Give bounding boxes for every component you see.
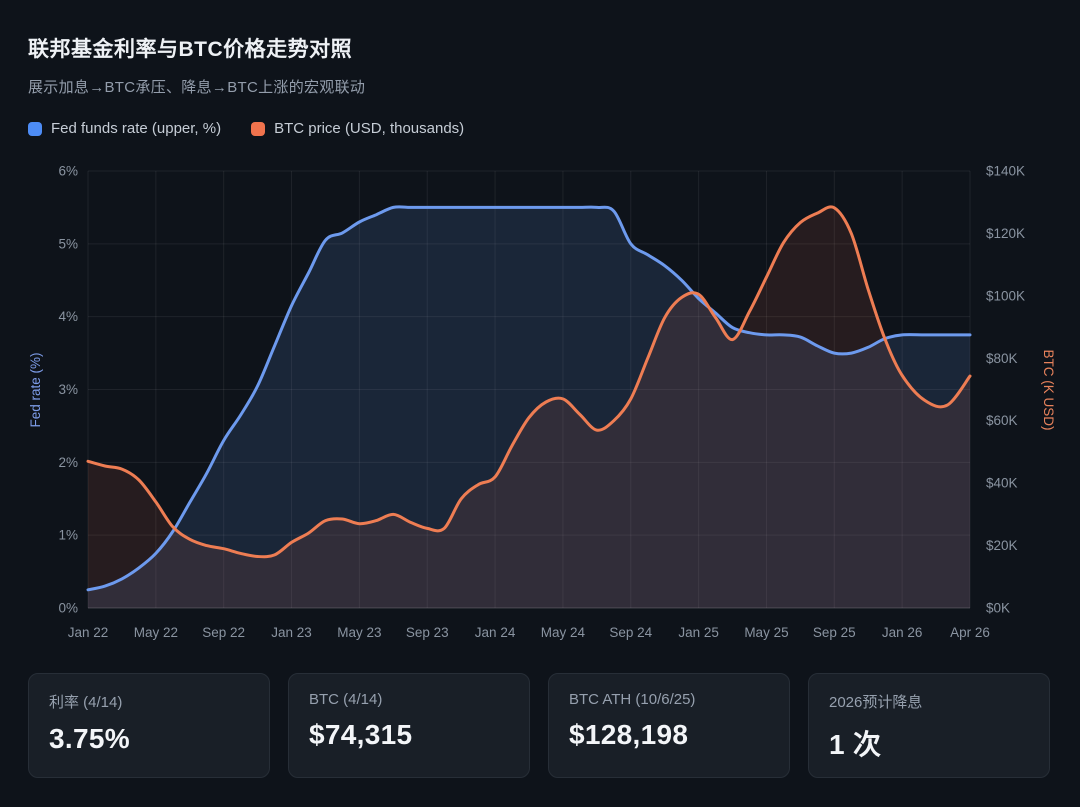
left-axis-title: Fed rate (%) bbox=[28, 352, 43, 427]
x-axis-tick: Jan 25 bbox=[678, 625, 719, 640]
btc-price-line bbox=[86, 205, 972, 559]
x-axis-tick: Sep 22 bbox=[202, 625, 245, 640]
btc-price-swatch-icon bbox=[251, 121, 266, 136]
legend-label-btc-price: BTC price (USD, thousands) bbox=[274, 120, 465, 137]
right-axis-tick: $40K bbox=[986, 476, 1018, 491]
page-subtitle: 展示加息→BTC承压、降息→BTC上涨的宏观联动 bbox=[28, 79, 366, 96]
stat-card-btc: BTC (4/14) $74,315 bbox=[288, 673, 530, 778]
stat-cards: 利率 (4/14) 3.75% BTC (4/14) $74,315 BTC A… bbox=[28, 673, 1050, 778]
left-axis-tick: 1% bbox=[58, 528, 78, 543]
stat-card-label: BTC ATH (10/6/25) bbox=[569, 691, 696, 708]
stat-card-value: $74,315 bbox=[309, 719, 413, 750]
stat-card-value: $128,198 bbox=[569, 719, 689, 750]
stat-card-label: 利率 (4/14) bbox=[49, 694, 123, 711]
x-axis-tick: Sep 24 bbox=[609, 625, 652, 640]
x-axis-tick: Jan 23 bbox=[271, 625, 312, 640]
right-axis-tick: $20K bbox=[986, 538, 1018, 553]
stat-card-label: BTC (4/14) bbox=[309, 691, 383, 708]
macro-chart: 0% 1% 2% 3% 4% 5% 6% $0K $20K $40K $60K $80K $100K $1… bbox=[28, 164, 1056, 641]
left-axis-tick: 2% bbox=[58, 455, 78, 470]
stat-card-rate: 利率 (4/14) 3.75% bbox=[28, 673, 270, 778]
btc-price-area bbox=[88, 206, 970, 608]
right-axis-tick: $60K bbox=[986, 413, 1018, 428]
x-axis-tick: May 23 bbox=[337, 625, 381, 640]
stat-card-value: 3.75% bbox=[49, 723, 130, 754]
stat-card-btc-ath: BTC ATH (10/6/25) $128,198 bbox=[548, 673, 790, 778]
left-axis-tick: 4% bbox=[58, 309, 78, 324]
x-axis-tick: Jan 26 bbox=[882, 625, 923, 640]
legend-item-fed-rate[interactable]: Fed funds rate (upper, %) bbox=[28, 120, 221, 137]
x-axis-tick: May 25 bbox=[744, 625, 788, 640]
page-title: 联邦基金利率与BTC价格走势对照 bbox=[28, 38, 353, 61]
axis-tick-labels: 0% 1% 2% 3% 4% 5% 6% $0K $20K $40K $60K $80K $100K $1… bbox=[58, 164, 1025, 641]
x-axis-tick: May 22 bbox=[134, 625, 178, 640]
left-axis-tick: 5% bbox=[58, 236, 78, 251]
legend-label-fed-rate: Fed funds rate (upper, %) bbox=[51, 120, 222, 137]
right-axis-tick: $80K bbox=[986, 351, 1018, 366]
legend-item-btc-price[interactable]: BTC price (USD, thousands) bbox=[251, 120, 464, 137]
right-axis-tick: $0K bbox=[986, 601, 1010, 616]
left-axis-tick: 6% bbox=[58, 164, 78, 179]
x-axis-tick: May 24 bbox=[541, 625, 586, 640]
fed-rate-line bbox=[86, 205, 972, 592]
stat-card-value: 1 次 bbox=[829, 729, 882, 760]
right-axis-tick: $120K bbox=[986, 226, 1025, 241]
fed-rate-area bbox=[88, 206, 970, 608]
chart-legend: Fed funds rate (upper, %) BTC price (USD… bbox=[28, 120, 464, 137]
right-axis-title: BTC (K USD) bbox=[1041, 350, 1056, 431]
x-axis-tick: Jan 24 bbox=[475, 625, 516, 640]
stat-card-2026-cuts: 2026预计降息 1 次 bbox=[808, 673, 1050, 778]
left-axis-tick: 0% bbox=[58, 601, 78, 616]
grid-lines bbox=[87, 170, 971, 609]
right-axis-tick: $100K bbox=[986, 288, 1025, 303]
fed-rate-swatch-icon bbox=[28, 121, 42, 136]
right-axis-tick: $140K bbox=[986, 164, 1025, 179]
stat-card-label: 2026预计降息 bbox=[829, 694, 923, 711]
x-axis-tick: Apr 26 bbox=[950, 625, 990, 640]
left-axis-tick: 3% bbox=[58, 382, 78, 397]
x-axis-tick: Sep 23 bbox=[406, 625, 449, 640]
x-axis-tick: Sep 25 bbox=[813, 625, 856, 640]
x-axis-tick: Jan 22 bbox=[68, 625, 109, 640]
